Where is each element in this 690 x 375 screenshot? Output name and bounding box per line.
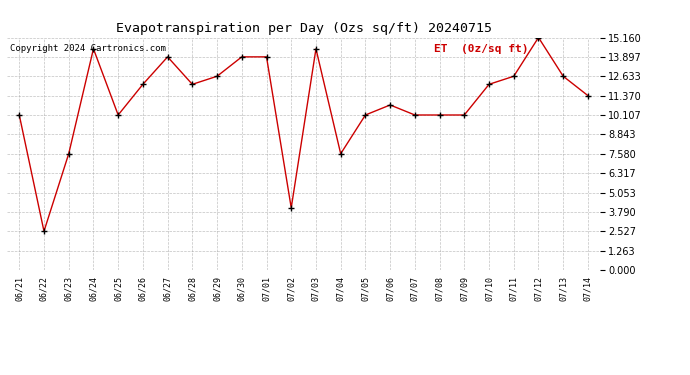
Text: ET  (0z/sq ft): ET (0z/sq ft) — [434, 45, 529, 54]
Text: Copyright 2024 Cartronics.com: Copyright 2024 Cartronics.com — [10, 45, 166, 54]
Title: Evapotranspiration per Day (Ozs sq/ft) 20240715: Evapotranspiration per Day (Ozs sq/ft) 2… — [116, 22, 491, 35]
